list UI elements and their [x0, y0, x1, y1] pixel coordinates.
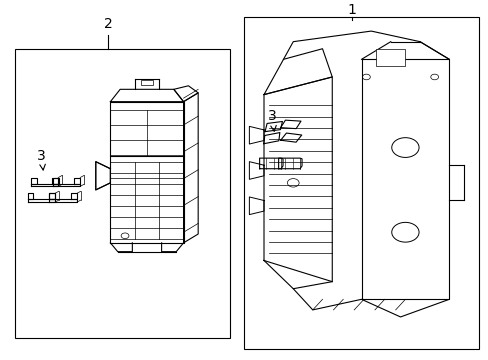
- Text: 3: 3: [37, 149, 46, 170]
- Bar: [375, 49, 405, 66]
- Text: 3: 3: [267, 109, 276, 131]
- Bar: [141, 81, 153, 85]
- Text: 1: 1: [346, 3, 355, 17]
- Text: 2: 2: [103, 17, 112, 31]
- Bar: [244, 17, 478, 349]
- Bar: [15, 49, 229, 338]
